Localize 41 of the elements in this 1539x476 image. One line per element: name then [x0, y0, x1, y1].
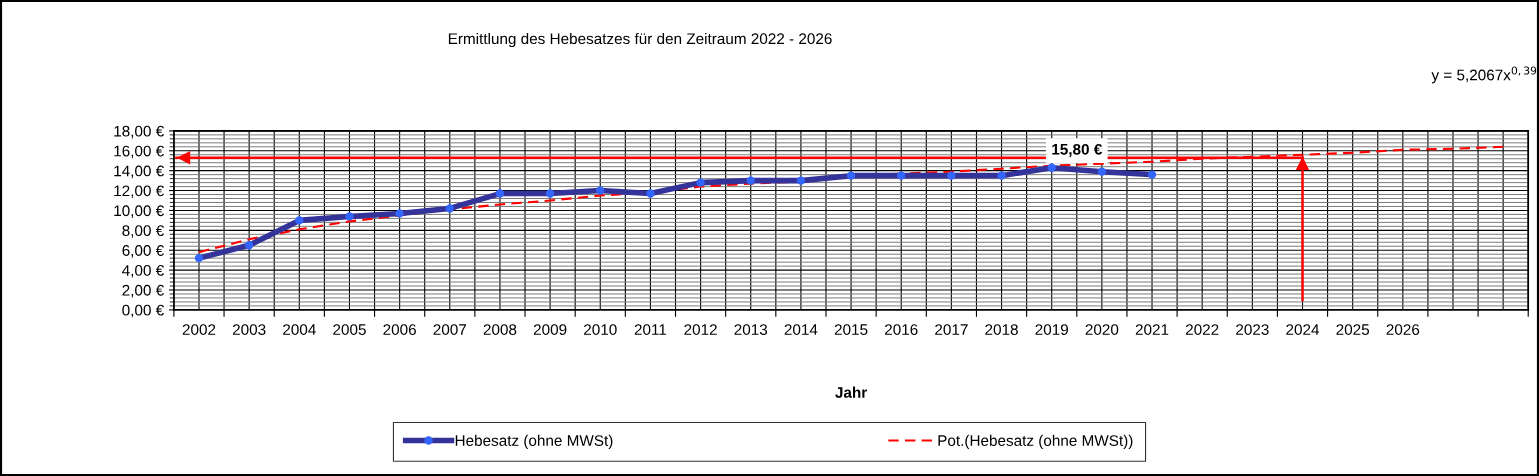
- x-tick-label: 2010: [584, 324, 617, 335]
- x-tick-label: 2020: [1085, 324, 1119, 335]
- y-tick-label: 8,00 €: [122, 225, 164, 238]
- y-tick-label: 14,00 €: [114, 165, 164, 179]
- y-tick-label: 2,00 €: [122, 284, 164, 298]
- y-tick-label: 10,00 €: [114, 205, 164, 218]
- y-tick-label: 4,00 €: [122, 264, 164, 278]
- y-tick-label: 18,00 €: [114, 125, 164, 139]
- legend-label: Hebesatz (ohne MWSt): [455, 434, 613, 449]
- chart-title: Ermittlung des Hebesatzes für den Zeitraum 2022 - 2026: [448, 32, 832, 48]
- x-tick-label: 2005: [333, 324, 366, 335]
- legend-label: Pot.(Hebesatz (ohne MWSt)): [938, 434, 1133, 449]
- x-tick-label: 2008: [483, 324, 517, 335]
- y-tick-label: 12,00 €: [114, 185, 164, 199]
- x-tick-label: 2024: [1286, 324, 1320, 335]
- x-tick-label: 2023: [1236, 324, 1269, 335]
- x-tick-label: 2002: [182, 324, 216, 335]
- x-tick-label: 2011: [634, 324, 667, 335]
- x-tick-label: 2017: [935, 324, 968, 335]
- ref-line-label: 15,80 €: [1052, 143, 1103, 157]
- x-tick-label: 2018: [985, 324, 1018, 335]
- x-tick-label: 2007: [433, 324, 467, 335]
- y-tick-label: 0,00 €: [122, 304, 164, 318]
- x-tick-label: 2026: [1386, 324, 1420, 335]
- x-tick-label: 2012: [684, 324, 717, 335]
- y-tick-label: 16,00 €: [114, 145, 164, 159]
- x-tick-label: 2014: [784, 324, 818, 335]
- text: y = 5,2067x$^{0,39}$: [1431, 66, 1537, 84]
- x-tick-label: 2013: [734, 324, 768, 335]
- x-tick-label: 2003: [232, 324, 266, 335]
- x-tick-label: 2009: [533, 324, 567, 335]
- x-tick-label: 2015: [834, 324, 868, 335]
- x-tick-label: 2016: [885, 324, 918, 335]
- x-tick-label: 2021: [1135, 324, 1169, 335]
- x-tick-label: 2006: [383, 324, 416, 335]
- x-tick-label: 2022: [1185, 324, 1219, 335]
- y-tick-label: 6,00 €: [122, 245, 164, 258]
- x-tick-label: 2004: [283, 324, 316, 335]
- x-tick-label: 2025: [1336, 324, 1370, 335]
- x-axis-title: Jahr: [835, 386, 867, 398]
- x-tick-label: 2019: [1035, 324, 1068, 335]
